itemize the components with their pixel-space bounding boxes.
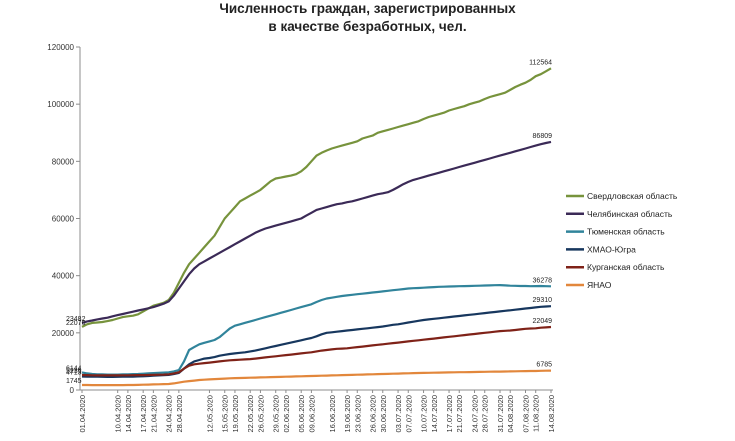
- x-tick-label: 19.06.2020: [343, 395, 352, 433]
- data-label: 6785: [536, 362, 552, 369]
- x-tick-label: 07.08.2020: [522, 395, 531, 433]
- x-tick-label: 26.06.2020: [369, 395, 378, 433]
- legend-entry: Свердловская область: [587, 191, 678, 201]
- x-tick-label: 10.07.2020: [420, 395, 429, 433]
- x-tick-label: 28.07.2020: [481, 395, 490, 433]
- legend-entry: ХМАО-Югра: [587, 244, 636, 254]
- x-tick-label: 11.08.2020: [532, 395, 541, 432]
- x-tick-label: 28.04.2020: [175, 395, 184, 433]
- y-tick-label: 120000: [47, 43, 74, 52]
- x-tick-label: 21.04.2020: [149, 395, 158, 433]
- x-tick-label: 01.04.2020: [78, 395, 87, 433]
- x-tick-label: 15.05.2020: [221, 395, 230, 433]
- series-line-3: [81, 284, 552, 376]
- legend-entry: Челябинская область: [587, 209, 673, 219]
- x-tick-label: 19.05.2020: [231, 395, 240, 433]
- data-label: 23482: [66, 316, 86, 323]
- x-tick-label: 26.05.2020: [256, 395, 265, 433]
- legend-entry: Тюменская область: [587, 227, 665, 237]
- x-tick-label: 17.07.2020: [445, 395, 454, 433]
- x-tick-label: 09.06.2020: [307, 395, 316, 433]
- x-tick-label: 03.07.2020: [394, 395, 403, 433]
- data-label: 29310: [533, 297, 553, 304]
- data-label: 22049: [533, 318, 553, 325]
- x-tick-label: 30.06.2020: [379, 395, 388, 433]
- y-tick-label: 40000: [52, 272, 75, 281]
- x-tick-label: 21.07.2020: [455, 395, 464, 433]
- data-label: 6144: [66, 365, 82, 372]
- y-tick-label: 60000: [52, 215, 75, 224]
- x-tick-label: 10.04.2020: [114, 395, 123, 433]
- chart-title-line-1: Численность граждан, зарегистрированных: [219, 1, 516, 16]
- x-tick-label: 12.05.2020: [205, 395, 214, 433]
- data-label: 112564: [529, 59, 552, 66]
- x-tick-label: 14.07.2020: [430, 395, 439, 433]
- data-label: 4713: [66, 370, 82, 377]
- x-tick-label: 23.06.2020: [353, 395, 362, 433]
- data-label: 86809: [533, 133, 553, 140]
- series-line-1: [81, 67, 552, 328]
- x-tick-label: 04.08.2020: [506, 395, 515, 433]
- series-line-4: [81, 305, 552, 378]
- x-tick-label: 05.06.2020: [297, 395, 306, 433]
- x-tick-label: 17.04.2020: [139, 395, 148, 433]
- series-line-6: [82, 369, 552, 387]
- x-tick-label: 14.04.2020: [124, 395, 133, 433]
- series-line-2: [81, 140, 552, 324]
- x-tick-label: 22.05.2020: [246, 395, 255, 433]
- chart-title-line-2: в качестве безработных, чел.: [268, 19, 467, 34]
- axes-layer: 0 20000 40000 60000 80000 100000 120000 01.04.2…: [47, 43, 556, 433]
- data-label: 1745: [66, 378, 82, 385]
- y-tick-label: 100000: [47, 100, 74, 109]
- x-tick-label: 16.06.2020: [328, 395, 337, 433]
- series-layer: [81, 67, 552, 387]
- data-labels-layer: 22076 112564 23482 86809 6144 36278 4713 29310 5…: [66, 59, 552, 385]
- legend-entry: ЯНАО: [587, 280, 612, 290]
- x-tick-label: 31.07.2020: [496, 395, 505, 433]
- data-label: 36278: [533, 277, 553, 284]
- x-tick-label: 29.05.2020: [272, 395, 281, 433]
- legend-entry: Курганская область: [587, 262, 665, 272]
- data-label: 5236: [66, 368, 82, 375]
- x-tick-label: 14.08.2020: [547, 395, 556, 433]
- x-tick-label: 24.04.2020: [165, 395, 174, 433]
- x-tick-label: 24.07.2020: [471, 395, 480, 433]
- y-tick-label: 0: [70, 386, 75, 395]
- y-tick-label: 80000: [52, 157, 75, 166]
- x-tick-label: 02.06.2020: [282, 395, 291, 433]
- series-line-5: [81, 325, 552, 377]
- x-tick-label: 07.07.2020: [404, 395, 413, 433]
- y-tick-label: 20000: [52, 329, 75, 338]
- data-label: 22076: [66, 320, 86, 327]
- legend: Свердловская область Челябинская область Т…: [566, 191, 678, 290]
